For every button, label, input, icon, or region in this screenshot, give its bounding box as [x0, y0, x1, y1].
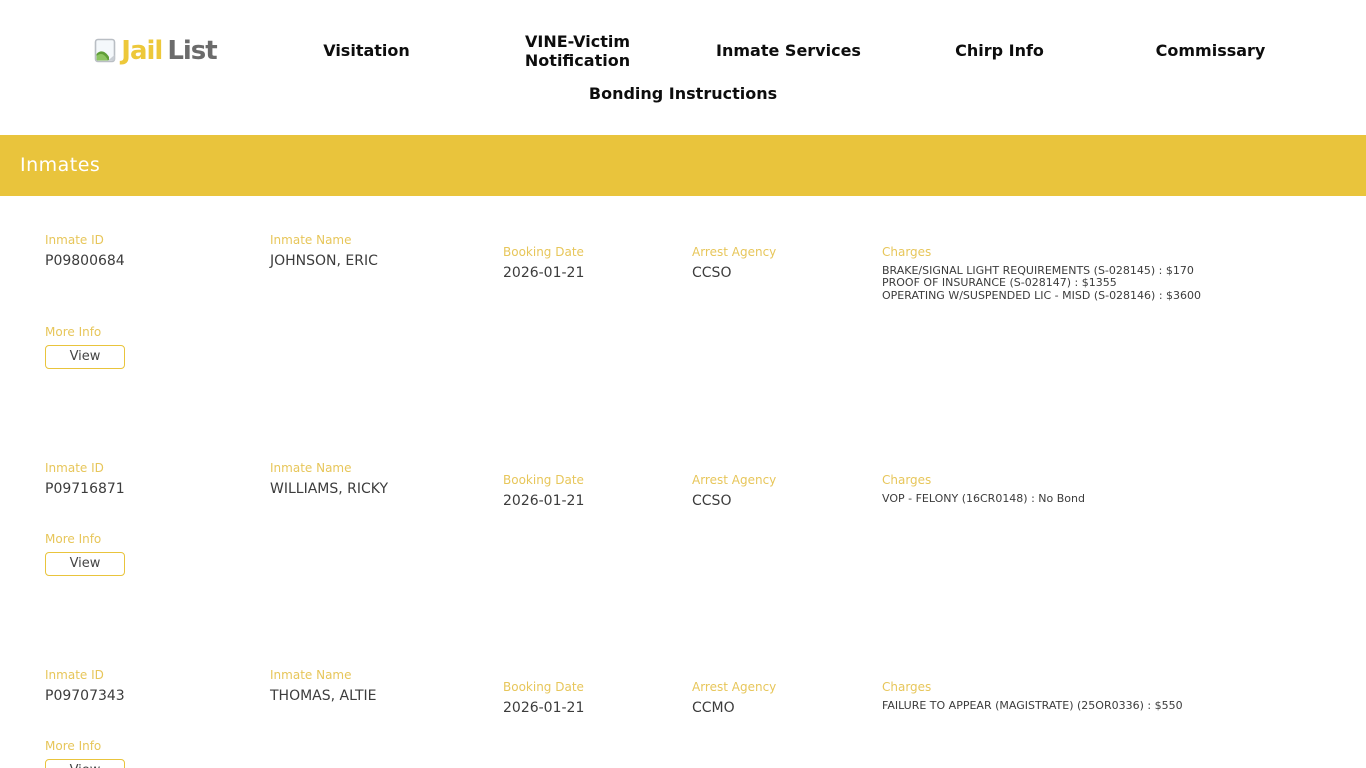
- nav-slot-chirp-info: Chirp Info: [894, 41, 1105, 60]
- charges-label: Charges: [882, 472, 932, 487]
- nav-item-vine-label: VINE-Victim Notification: [524, 31, 631, 70]
- inmate-id-value: P09707343: [45, 687, 125, 704]
- record-fields: Inmate ID P09800684 Inmate Name JOHNSON,…: [45, 233, 1321, 302]
- more-info-section: More Info View: [45, 532, 1321, 576]
- booking-date-label: Booking Date: [503, 245, 584, 259]
- nav-item-visitation[interactable]: Visitation: [323, 41, 410, 61]
- nav-slot-vine-victim-notification: VINE-Victim Notification: [472, 32, 683, 70]
- inmates-banner: Inmates: [0, 135, 1366, 196]
- more-info-label: More Info: [45, 738, 102, 753]
- charge-item: FAILURE TO APPEAR (MAGISTRATE) (25OR0336…: [882, 698, 1183, 712]
- inmate-name-value: THOMAS, ALTIE: [270, 687, 377, 704]
- brand-slot: Jail List: [50, 36, 261, 66]
- charge-item: PROOF OF INSURANCE (S-028147) : $1355: [882, 276, 1117, 290]
- arrest-agency-cell: Arrest Agency CCMO: [692, 668, 882, 716]
- inmate-id-value: P09800684: [45, 253, 125, 269]
- charges-cell: Charges BRAKE/SIGNAL LIGHT REQUIREMENTS …: [882, 233, 1321, 302]
- inmate-id-cell: Inmate ID P09707343: [45, 668, 270, 716]
- inmate-record: Inmate ID P09800684 Inmate Name JOHNSON,…: [45, 233, 1321, 369]
- booking-date-value: 2026-01-21: [503, 265, 585, 281]
- more-info-section: More Info View: [45, 739, 1321, 768]
- charge-item: VOP - FELONY (16CR0148) : No Bond: [882, 491, 1085, 505]
- arrest-agency-value: CCSO: [692, 492, 732, 509]
- arrest-agency-value: CCMO: [692, 699, 735, 716]
- nav-slot-bonding-instructions: Bonding Instructions: [578, 84, 789, 103]
- booking-date-value: 2026-01-21: [503, 492, 585, 509]
- inmate-name-label: Inmate Name: [270, 460, 352, 475]
- page-title: Inmates: [20, 154, 101, 176]
- nav-slot-visitation: Visitation: [261, 41, 472, 60]
- booking-date-label: Booking Date: [503, 679, 584, 694]
- booking-date-label: Booking Date: [503, 472, 584, 487]
- more-info-section: More Info View: [45, 325, 1321, 369]
- view-button[interactable]: View: [45, 551, 125, 576]
- brand-name-first: Jail: [121, 35, 163, 66]
- inmate-name-cell: Inmate Name JOHNSON, ERIC: [270, 233, 503, 302]
- brand-name-second: List: [167, 35, 217, 66]
- more-info-label: More Info: [45, 324, 102, 339]
- charges-label: Charges: [882, 679, 932, 694]
- inmate-id-cell: Inmate ID P09800684: [45, 233, 270, 302]
- record-fields: Inmate ID P09716871 Inmate Name WILLIAMS…: [45, 461, 1321, 509]
- inmate-id-cell: Inmate ID P09716871: [45, 461, 270, 509]
- more-info-label: More Info: [45, 531, 102, 546]
- inmate-name-label: Inmate Name: [270, 233, 352, 247]
- booking-date-cell: Booking Date 2026-01-21: [503, 668, 692, 716]
- arrest-agency-label: Arrest Agency: [692, 245, 777, 259]
- view-button[interactable]: View: [45, 344, 125, 369]
- charge-item: BRAKE/SIGNAL LIGHT REQUIREMENTS (S-02814…: [882, 264, 1194, 277]
- inmate-record: Inmate ID P09707343 Inmate Name THOMAS, …: [45, 668, 1321, 768]
- charge-item: OPERATING W/SUSPENDED LIC - MISD (S-0281…: [882, 288, 1202, 302]
- inmate-record: Inmate ID P09716871 Inmate Name WILLIAMS…: [45, 461, 1321, 576]
- inmate-name-cell: Inmate Name WILLIAMS, RICKY: [270, 461, 503, 509]
- view-button[interactable]: View: [45, 758, 125, 768]
- booking-date-value: 2026-01-21: [503, 699, 585, 716]
- booking-date-cell: Booking Date 2026-01-21: [503, 233, 692, 302]
- record-fields: Inmate ID P09707343 Inmate Name THOMAS, …: [45, 668, 1321, 716]
- brand-logo[interactable]: Jail List: [50, 36, 261, 66]
- booking-date-cell: Booking Date 2026-01-21: [503, 461, 692, 509]
- arrest-agency-cell: Arrest Agency CCSO: [692, 233, 882, 302]
- main-navigation: Jail List Visitation VINE-Victim Notifica…: [0, 0, 1366, 135]
- inmate-list: Inmate ID P09800684 Inmate Name JOHNSON,…: [0, 196, 1366, 768]
- nav-item-bonding-instructions[interactable]: Bonding Instructions: [588, 84, 778, 104]
- document-icon: [94, 38, 116, 63]
- inmate-id-label: Inmate ID: [45, 667, 104, 682]
- charges-cell: Charges FAILURE TO APPEAR (MAGISTRATE) (…: [882, 668, 1321, 716]
- nav-item-commissary[interactable]: Commissary: [1155, 41, 1266, 61]
- inmate-name-cell: Inmate Name THOMAS, ALTIE: [270, 668, 503, 716]
- top-navbar: Jail List Visitation VINE-Victim Notifica…: [0, 0, 1366, 135]
- inmate-name-value: WILLIAMS, RICKY: [270, 480, 389, 497]
- arrest-agency-cell: Arrest Agency CCSO: [692, 461, 882, 509]
- inmate-id-label: Inmate ID: [45, 460, 104, 475]
- arrest-agency-label: Arrest Agency: [692, 472, 777, 487]
- nav-slot-inmate-services: Inmate Services: [683, 41, 894, 60]
- nav-slot-commissary: Commissary: [1105, 41, 1316, 60]
- inmate-name-value: JOHNSON, ERIC: [270, 253, 378, 269]
- inmate-id-value: P09716871: [45, 480, 125, 497]
- charges-label: Charges: [882, 245, 932, 259]
- inmate-id-label: Inmate ID: [45, 233, 104, 247]
- charges-cell: Charges VOP - FELONY (16CR0148) : No Bon…: [882, 461, 1321, 509]
- nav-item-chirp-info[interactable]: Chirp Info: [955, 41, 1044, 61]
- nav-item-inmate-services[interactable]: Inmate Services: [716, 41, 861, 61]
- arrest-agency-label: Arrest Agency: [692, 679, 777, 694]
- nav-item-vine-victim-notification[interactable]: VINE-Victim Notification: [503, 32, 653, 70]
- inmate-name-label: Inmate Name: [270, 667, 352, 682]
- arrest-agency-value: CCSO: [692, 265, 732, 281]
